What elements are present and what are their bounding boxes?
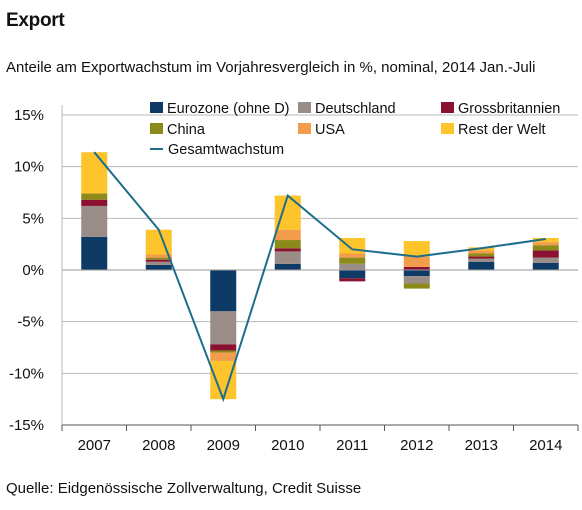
y-tick-label: 5% — [22, 210, 44, 227]
bar-segment — [403, 256, 430, 267]
legend-label: Grossbritannien — [458, 101, 560, 117]
bar-segment — [210, 311, 237, 345]
bar-segment — [145, 264, 172, 270]
bar-segment — [145, 259, 172, 262]
bar-segment — [403, 276, 430, 284]
legend-swatch — [298, 102, 311, 113]
bar-segment — [210, 270, 237, 312]
chart-subtitle: Anteile am Exportwachstum im Vorjahresve… — [6, 59, 536, 76]
bar-segment — [339, 257, 366, 264]
bar-segment — [532, 237, 559, 243]
x-tick-label: 2008 — [142, 437, 175, 454]
bar-segment — [403, 241, 430, 257]
y-tick-label: -5% — [17, 314, 44, 331]
bar-segment — [145, 254, 172, 258]
bar-segment — [81, 152, 108, 194]
bar-segment — [210, 360, 237, 400]
bar-segment — [274, 229, 301, 241]
bar-segment — [274, 248, 301, 252]
legend-swatch — [150, 123, 163, 134]
legend-label: Deutschland — [315, 101, 396, 117]
bar-segment — [81, 193, 108, 200]
legend-label: USA — [315, 122, 345, 138]
source-note: Quelle: Eidgenössische Zollverwaltung, C… — [6, 480, 362, 497]
bar-segment — [339, 263, 366, 270]
bar-segment — [468, 253, 495, 257]
bar-segment — [81, 236, 108, 270]
bar-segment — [468, 250, 495, 254]
bar-segment — [468, 256, 495, 259]
x-tick-label: 2010 — [271, 437, 304, 454]
bar-segment — [532, 242, 559, 246]
bar-segment — [532, 245, 559, 251]
bar-segment — [145, 229, 172, 255]
bar-segment — [532, 257, 559, 263]
bar-segment — [145, 261, 172, 265]
bar-segment — [210, 344, 237, 351]
series-line-gesamtwachstum — [93, 151, 546, 403]
x-tick-label: 2009 — [207, 437, 240, 454]
legend-label: Rest der Welt — [458, 122, 546, 138]
x-tick-label: 2012 — [400, 437, 433, 454]
legend-label: Gesamtwachstum — [168, 142, 284, 158]
legend-swatch — [298, 123, 311, 134]
bar-segment — [532, 250, 559, 258]
bar-segment — [339, 278, 366, 282]
bar-segment — [210, 352, 237, 361]
legend-swatch — [150, 102, 163, 113]
bar-segment — [468, 261, 495, 270]
bar-segment — [81, 199, 108, 206]
x-tick-label: 2007 — [78, 437, 111, 454]
bar-segment — [81, 205, 108, 237]
bar-segment — [339, 253, 366, 258]
y-tick-label: 15% — [14, 107, 44, 124]
bar-segment — [403, 270, 430, 277]
x-tick-label: 2014 — [529, 437, 562, 454]
legend-label: China — [167, 122, 206, 138]
y-tick-label: -10% — [9, 365, 44, 382]
y-tick-label: -15% — [9, 417, 44, 434]
bar-segment — [532, 262, 559, 270]
bar-segment — [274, 263, 301, 270]
bar-segment — [403, 266, 430, 270]
bar-segment — [339, 270, 366, 279]
y-tick-label: 10% — [14, 159, 44, 176]
legend-swatch — [441, 123, 454, 134]
bar-segment — [468, 258, 495, 262]
legend-swatch — [441, 102, 454, 113]
bar-segment — [145, 257, 172, 260]
y-tick-label: 0% — [22, 262, 44, 279]
x-tick-label: 2013 — [465, 437, 498, 454]
bar-segment — [274, 251, 301, 264]
bar-segment — [274, 240, 301, 249]
x-tick-label: 2011 — [336, 437, 368, 454]
bar-segment — [403, 283, 430, 289]
chart-title: Export — [6, 10, 65, 31]
bar-segment — [210, 350, 237, 353]
legend-label: Eurozone (ohne D) — [167, 101, 290, 117]
